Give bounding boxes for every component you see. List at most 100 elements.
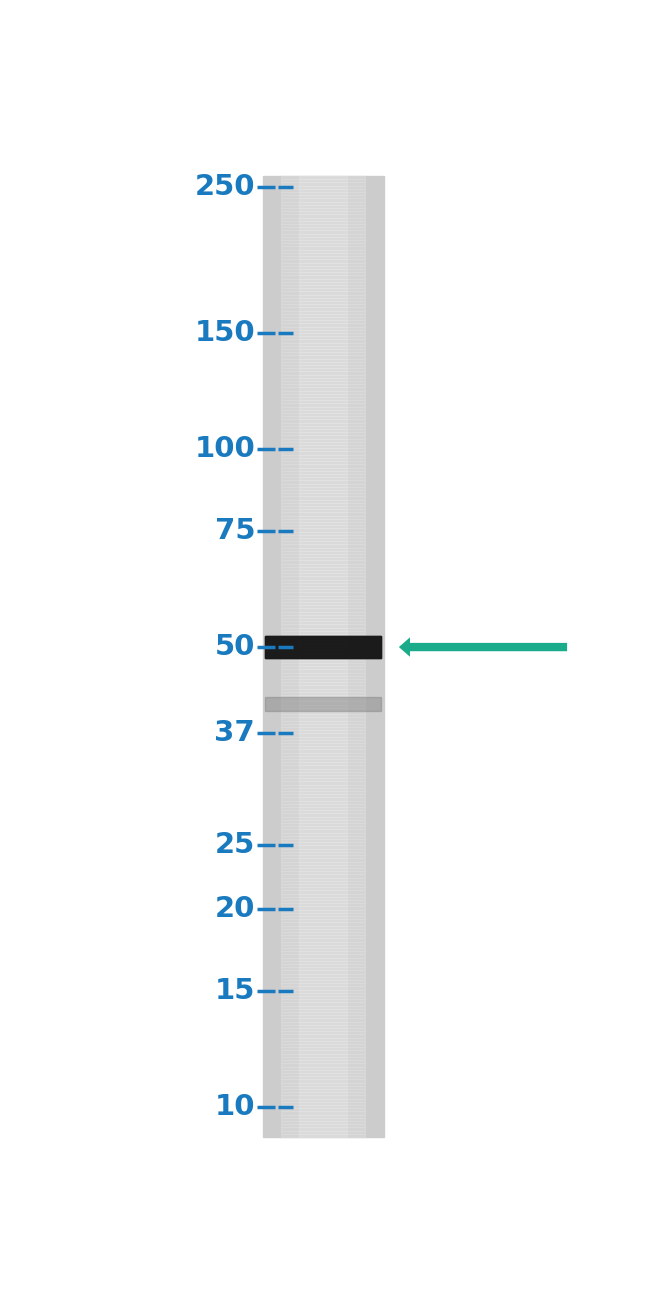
Bar [281,970,365,974]
Bar [263,965,384,967]
Bar [263,234,384,237]
Bar [299,416,347,420]
Bar [263,199,384,202]
Bar [263,659,384,663]
Bar [299,916,347,919]
Bar [281,1076,365,1079]
Bar [299,337,347,339]
Bar [299,265,347,269]
Bar [263,644,384,647]
Bar [281,615,365,618]
Bar [299,897,347,900]
Bar [281,727,365,731]
Bar [263,858,384,862]
Bar [299,705,347,707]
Bar [263,788,384,790]
Bar [281,602,365,606]
Bar [263,580,384,582]
Text: 50: 50 [214,633,255,662]
Bar [263,573,384,576]
Bar [299,1098,347,1101]
Bar [263,906,384,910]
Bar [263,333,384,337]
Bar [281,980,365,983]
Bar [299,396,347,400]
Bar [263,545,384,547]
Bar [281,1015,365,1018]
Bar [263,701,384,705]
Bar [281,188,365,192]
Bar [263,474,384,477]
Bar [299,230,347,234]
Bar [281,359,365,361]
Bar [281,983,365,987]
Bar [281,1009,365,1013]
Bar [263,493,384,497]
Bar [263,768,384,772]
Bar [281,910,365,913]
Bar [263,602,384,606]
Bar [281,580,365,582]
Bar [281,304,365,307]
Bar [299,612,347,615]
Bar [299,685,347,689]
Bar [299,893,347,897]
Bar [281,724,365,727]
Bar [281,422,365,426]
Text: 150: 150 [194,320,255,347]
Bar [281,624,365,628]
Bar [299,320,347,324]
Bar [263,1035,384,1037]
Bar [263,462,384,464]
Bar [263,468,384,471]
Bar [263,551,384,554]
Bar [281,965,365,967]
Bar [299,827,347,829]
Bar [263,307,384,311]
Bar [263,727,384,731]
Bar [281,291,365,295]
Bar [281,744,365,746]
Bar [281,852,365,855]
Bar [281,516,365,519]
Bar [281,720,365,724]
Bar [281,464,365,468]
Bar [263,1031,384,1035]
Bar [281,333,365,337]
Bar [281,545,365,547]
Bar [299,516,347,519]
Bar [263,779,384,781]
Bar [263,390,384,394]
Bar [263,1002,384,1006]
Bar [263,400,384,403]
Bar [263,278,384,282]
Bar [281,208,365,212]
Bar [281,378,365,381]
Bar [263,827,384,829]
Bar [281,320,365,324]
Bar [281,317,365,320]
Bar [281,916,365,919]
Bar [281,801,365,803]
Bar [263,720,384,724]
Bar [263,188,384,192]
Bar [263,595,384,599]
Bar [263,374,384,378]
Bar [299,580,347,582]
Bar [281,1127,365,1131]
Bar [263,250,384,254]
Bar [263,816,384,820]
Bar [265,636,381,658]
Bar [263,900,384,903]
Bar [281,407,365,410]
Bar [263,1086,384,1089]
Bar [299,845,347,849]
Bar [263,532,384,534]
Bar [281,429,365,433]
Bar [299,532,347,534]
Bar [281,254,365,256]
Bar [281,558,365,560]
Bar [263,1105,384,1108]
Bar [263,422,384,426]
Bar [281,1035,365,1037]
